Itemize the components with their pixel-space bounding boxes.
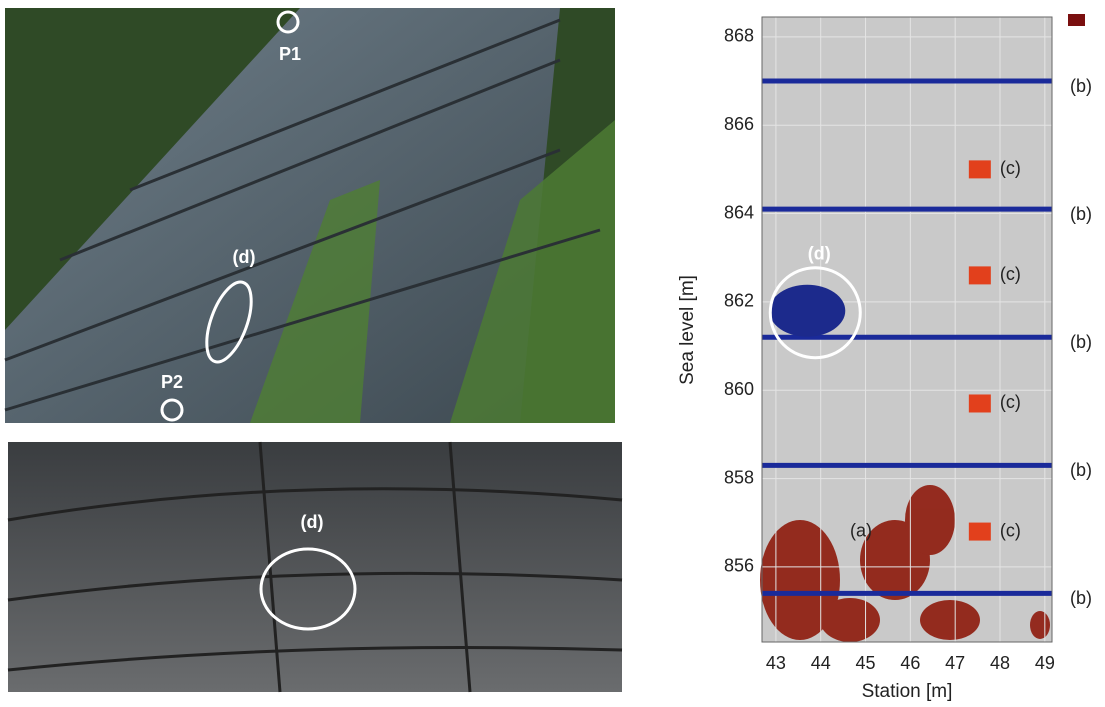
square-label: (c) — [1000, 264, 1021, 284]
bottom-photo: (d) — [8, 442, 622, 692]
x-tick-label: 45 — [856, 653, 876, 673]
x-tick-label: 47 — [945, 653, 965, 673]
x-tick-label: 44 — [811, 653, 831, 673]
figure: P1 P2 (d) (d) Station [m] Sea level [m] … — [0, 0, 1105, 707]
y-tick-label: 868 — [724, 26, 754, 46]
photo-label: (d) — [301, 512, 324, 532]
band-label: (b) — [1070, 460, 1092, 480]
band-label: (b) — [1070, 588, 1092, 608]
y-tick-label: 862 — [724, 291, 754, 311]
band-label: (b) — [1070, 332, 1092, 352]
photo-label: P1 — [279, 44, 301, 64]
square — [969, 266, 991, 284]
square-label: (c) — [1000, 158, 1021, 178]
x-tick-label: 49 — [1035, 653, 1055, 673]
colorbar-patch — [1068, 14, 1085, 26]
x-tick-label: 43 — [766, 653, 786, 673]
y-tick-label: 866 — [724, 114, 754, 134]
square — [969, 160, 991, 178]
square — [969, 394, 991, 412]
top-photo: P1 P2 (d) — [5, 8, 615, 423]
y-tick-label: 860 — [724, 379, 754, 399]
cavity — [769, 285, 845, 337]
square-label: (c) — [1000, 392, 1021, 412]
y-tick-label: 858 — [724, 467, 754, 487]
x-tick-label: 46 — [900, 653, 920, 673]
x-tick-label: 48 — [990, 653, 1010, 673]
cavity-label: (d) — [808, 243, 831, 263]
photo-label: P2 — [161, 372, 183, 392]
y-tick-label: 856 — [724, 556, 754, 576]
region-label: (a) — [850, 520, 872, 540]
y-axis-label: Sea level [m] — [677, 275, 698, 385]
y-tick-label: 864 — [724, 202, 754, 222]
page: P1 P2 (d) (d) Station [m] Sea level [m] … — [0, 0, 1105, 707]
square-label: (c) — [1000, 520, 1021, 540]
band-label: (b) — [1070, 204, 1092, 224]
photo-label: (d) — [233, 247, 256, 267]
x-axis-label: Station [m] — [862, 681, 953, 702]
band-label: (b) — [1070, 76, 1092, 96]
square — [969, 523, 991, 541]
